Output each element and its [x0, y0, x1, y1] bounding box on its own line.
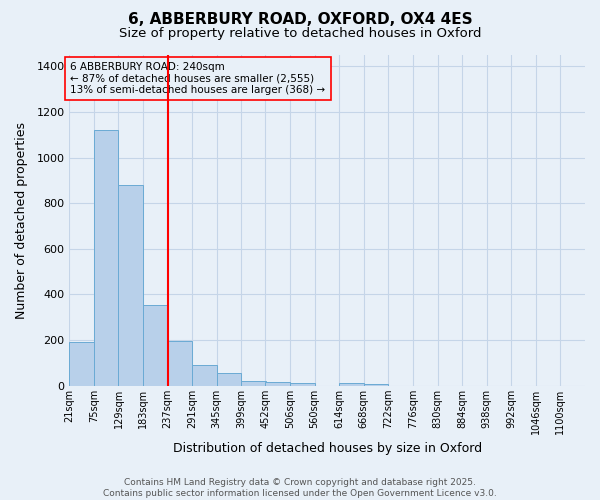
- Bar: [364, 384, 388, 386]
- Text: 6, ABBERBURY ROAD, OXFORD, OX4 4ES: 6, ABBERBURY ROAD, OXFORD, OX4 4ES: [128, 12, 472, 28]
- Bar: [339, 384, 364, 386]
- Y-axis label: Number of detached properties: Number of detached properties: [15, 122, 28, 319]
- Text: 6 ABBERBURY ROAD: 240sqm
← 87% of detached houses are smaller (2,555)
13% of sem: 6 ABBERBURY ROAD: 240sqm ← 87% of detach…: [70, 62, 325, 95]
- Bar: [241, 380, 266, 386]
- Bar: [167, 341, 192, 386]
- Bar: [290, 383, 314, 386]
- Bar: [192, 365, 217, 386]
- Bar: [217, 372, 241, 386]
- Bar: [265, 382, 290, 386]
- Text: Size of property relative to detached houses in Oxford: Size of property relative to detached ho…: [119, 28, 481, 40]
- Bar: [143, 304, 167, 386]
- Text: Contains HM Land Registry data © Crown copyright and database right 2025.
Contai: Contains HM Land Registry data © Crown c…: [103, 478, 497, 498]
- X-axis label: Distribution of detached houses by size in Oxford: Distribution of detached houses by size …: [173, 442, 482, 455]
- Bar: [118, 185, 143, 386]
- Bar: [70, 342, 94, 386]
- Bar: [94, 130, 118, 386]
